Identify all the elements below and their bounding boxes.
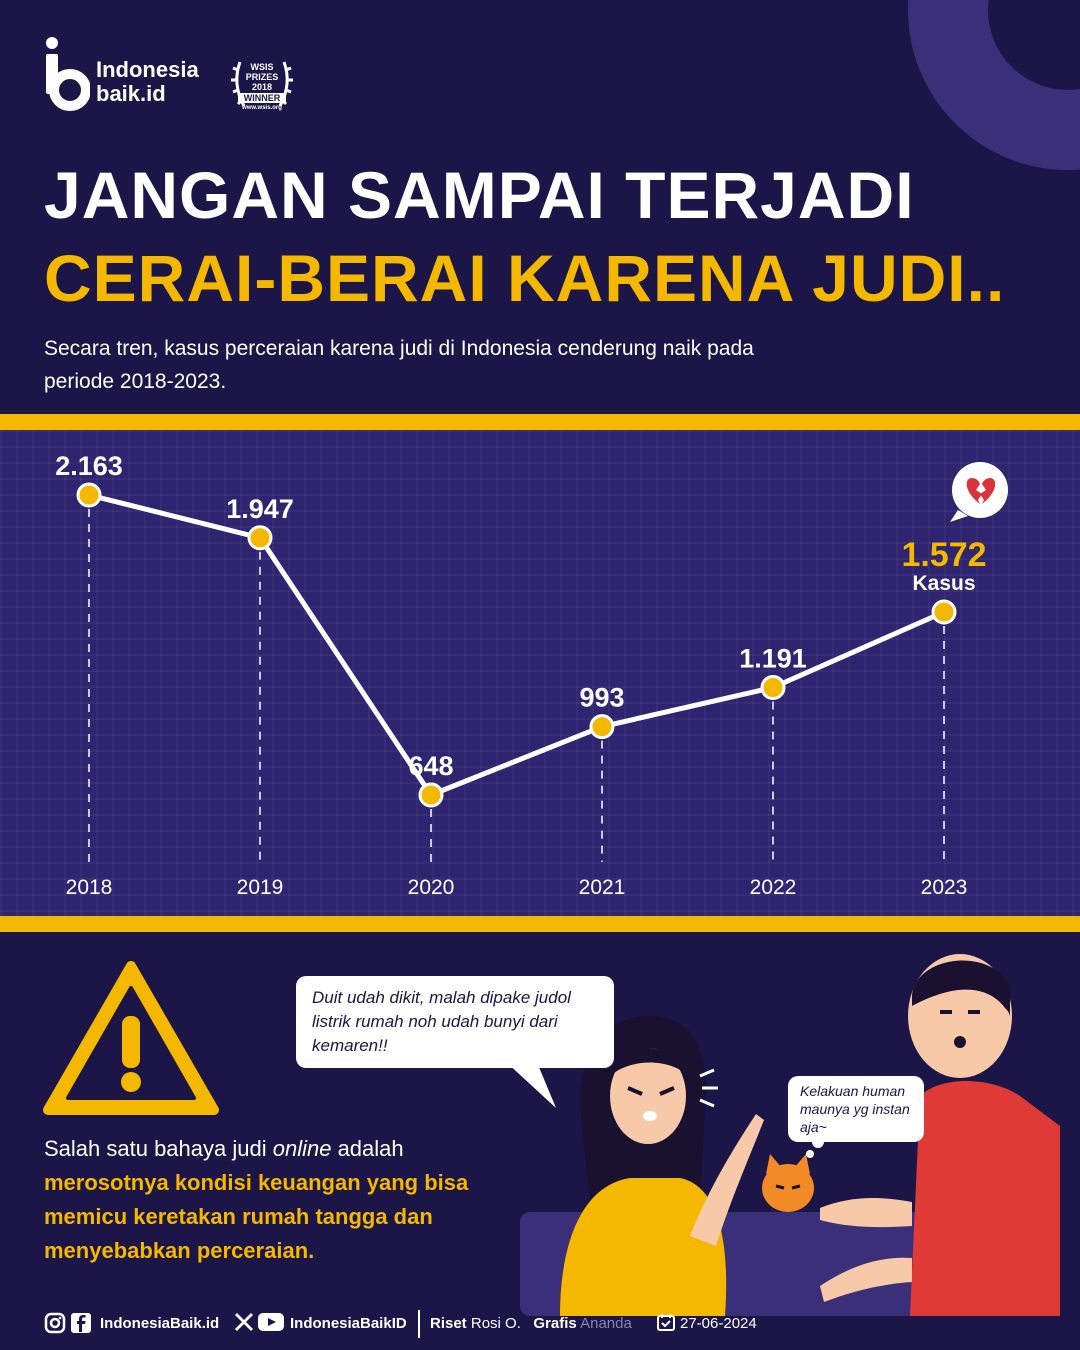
woman-figure [560,1016,764,1316]
data-label-2020: 648 [408,751,453,781]
award-line3: 2018 [251,82,273,92]
logo-text: Indonesia baik.id [96,58,199,106]
x-tick-label-2022: 2022 [750,876,797,899]
footer-social-handle2[interactable]: IndonesiaBaikID [290,1315,407,1332]
page-title-line2: CERAI-BERAI KARENA JUDI.. [44,241,1006,315]
award-site: www.wsis.org [242,105,282,111]
chart-background [0,430,1080,916]
data-point-2018 [76,482,102,508]
logo-text-line1: Indonesia [96,57,199,82]
warning-triangle-icon [43,961,219,1115]
grafis-label: Grafis [533,1315,577,1332]
x-tick-label-2019: 2019 [237,876,284,899]
footer-date: 27-06-2024 [680,1315,757,1332]
grafis-name: Ananda [580,1315,632,1332]
data-point-2021 [589,714,615,740]
data-point-2023 [931,599,957,625]
highlight-unit-label: Kasus [912,572,975,595]
x-tick-label-2023: 2023 [921,876,968,899]
award-line2: PRIZES [245,72,279,82]
x-tick-label-2020: 2020 [408,876,455,899]
speech-bubble-tail [504,1060,556,1108]
couple-illustration [520,954,1060,1316]
riset-name: Rosi O. [470,1315,521,1332]
speech-woman-text: Duit udah dikit, malah dipake judol list… [312,988,571,1055]
body-text: Salah satu bahaya judi online adalah mer… [44,1132,504,1268]
x-tick-label-2021: 2021 [579,876,626,899]
page-subtitle: Secara tren, kasus perceraian karena jud… [44,337,754,393]
wsis-award-badge: WSIS PRIZES 2018 WINNER www.wsis.org [230,54,294,118]
calendar-icon [657,1314,675,1331]
footer-separator [418,1310,420,1338]
chart-bottom-stripe [0,916,1080,932]
series-line [88,492,946,798]
footer: IndonesiaBaik.id IndonesiaBaikID Riset R… [44,1310,1044,1340]
broken-heart-icon [950,462,1008,522]
data-label-2023: 1.572 [901,536,986,574]
cat-figure [762,1136,824,1212]
footer-social-handle1[interactable]: IndonesiaBaik.id [100,1315,220,1332]
body-part1: Salah satu bahaya judi [44,1136,273,1161]
logo-text-line2: baik.id [96,81,166,106]
data-label-2019: 1.947 [226,494,294,524]
decorative-ring [908,0,1080,170]
award-line1: WSIS [250,62,274,72]
body-part3: adalah [331,1136,404,1161]
data-label-2018: 2.163 [55,451,123,481]
data-point-2019 [247,525,273,551]
data-point-2020 [418,782,444,808]
data-label-2021: 993 [579,683,624,713]
x-twitter-icon[interactable] [234,1312,254,1332]
speech-cat-text: Kelakuan human maunya yg instan aja~ [800,1083,910,1135]
riset-label: Riset [430,1315,467,1332]
logo-mark-icon [46,37,90,111]
speech-bubble-cat: Kelakuan human maunya yg instan aja~ [788,1076,924,1142]
speech-bubble-woman: Duit udah dikit, malah dipake judol list… [296,976,614,1068]
instagram-icon[interactable] [44,1312,66,1334]
data-point-2022 [760,674,786,700]
facebook-icon[interactable] [70,1312,92,1334]
body-highlight: merosotnya kondisi keuangan yang bisa me… [44,1170,469,1263]
footer-credits: Riset Rosi O. Grafis Ananda [430,1315,632,1332]
page-title-line1: JANGAN SAMPAI TERJADI [44,158,915,232]
award-text: WSIS PRIZES 2018 WINNER www.wsis.org [230,62,294,112]
body-part2: online [272,1136,332,1161]
youtube-icon[interactable] [258,1312,284,1332]
man-figure [820,954,1060,1316]
data-label-2022: 1.191 [739,643,807,673]
indonesiabaik-logo: Indonesia baik.id [44,36,244,116]
award-line4: WINNER [238,93,286,103]
x-tick-label-2018: 2018 [66,876,113,899]
chart-top-stripe [0,414,1080,430]
